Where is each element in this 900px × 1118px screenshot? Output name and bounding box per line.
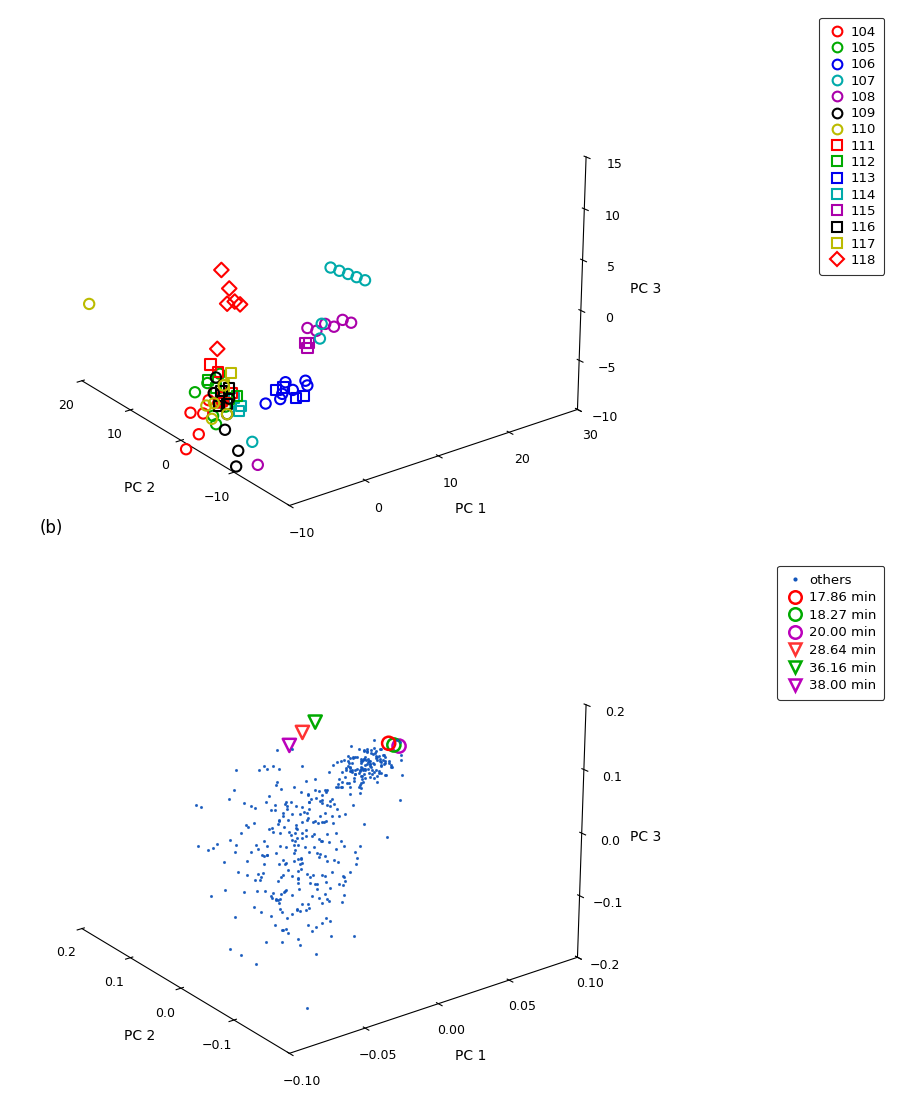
Legend: others, 17.86 min, 18.27 min, 20.00 min, 28.64 min, 36.16 min, 38.00 min: others, 17.86 min, 18.27 min, 20.00 min,… — [778, 566, 885, 700]
X-axis label: PC 2: PC 2 — [124, 1029, 156, 1043]
Y-axis label: PC 1: PC 1 — [454, 1050, 486, 1063]
Legend: 104, 105, 106, 107, 108, 109, 110, 111, 112, 113, 114, 115, 116, 117, 118: 104, 105, 106, 107, 108, 109, 110, 111, … — [819, 18, 885, 275]
Text: (b): (b) — [40, 519, 63, 537]
Y-axis label: PC 1: PC 1 — [454, 502, 486, 515]
X-axis label: PC 2: PC 2 — [124, 481, 156, 495]
